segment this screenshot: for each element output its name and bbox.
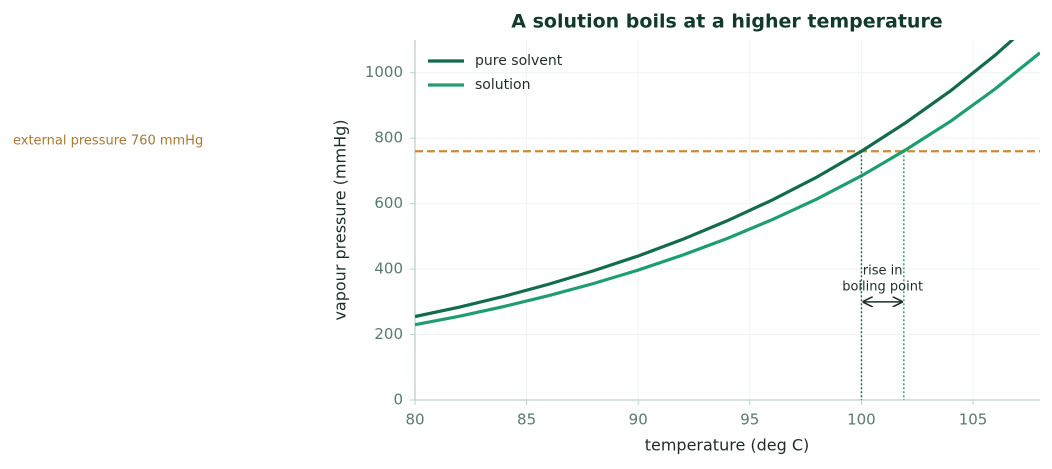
annotation-text: rise in [863, 264, 903, 279]
plot-area [415, 40, 1040, 327]
chart-title: A solution boils at a higher temperature [511, 11, 942, 33]
y-tick-label: 400 [374, 260, 403, 278]
x-tick-label: 95 [740, 411, 759, 429]
series-line [415, 51, 1040, 327]
legend-label: pure solvent [475, 53, 563, 69]
y-tick-label: 800 [374, 129, 403, 147]
x-tick-label: 105 [959, 411, 988, 429]
x-axis-label: temperature (deg C) [645, 436, 810, 455]
y-tick-label: 600 [374, 194, 403, 212]
y-tick-label: 0 [393, 391, 403, 409]
x-tick-label: 90 [629, 411, 648, 429]
annotation-text: boiling point [842, 280, 923, 295]
reference-label: external pressure 760 mmHg [13, 134, 203, 149]
x-tick-label: 85 [517, 411, 536, 429]
legend-label: solution [475, 77, 530, 93]
y-tick-label: 1000 [365, 63, 403, 81]
y-tick-label: 200 [374, 325, 403, 343]
y-axis-label: vapour pressure (mmHg) [331, 119, 350, 320]
x-tick-label: 80 [405, 411, 424, 429]
x-tick-label: 100 [847, 411, 876, 429]
series-line [415, 40, 1015, 319]
